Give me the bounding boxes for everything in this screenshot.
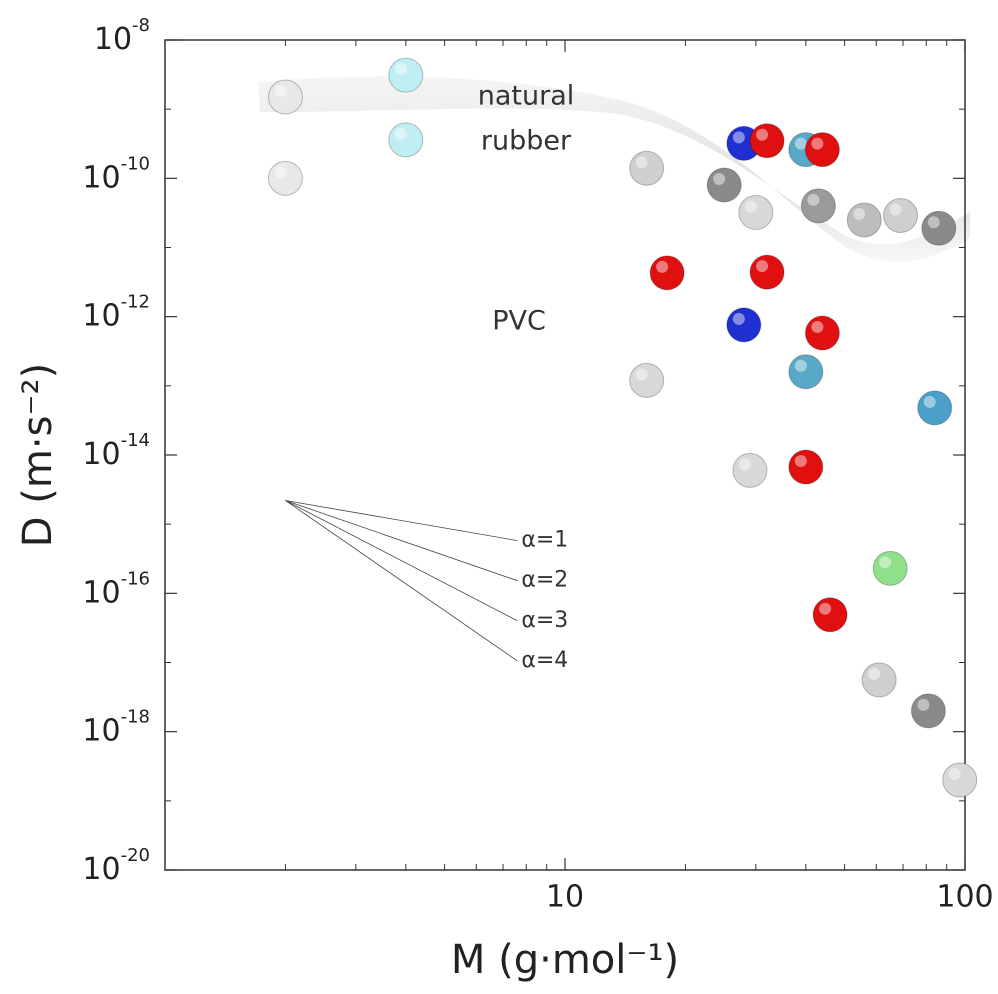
reference-line xyxy=(285,500,518,582)
x-tick-label: 10 xyxy=(546,880,584,915)
highlight xyxy=(635,368,648,381)
highlight xyxy=(811,321,824,334)
rubber-band xyxy=(258,76,970,262)
annotation: PVC xyxy=(492,306,546,337)
highlight xyxy=(807,193,820,206)
highlight xyxy=(756,260,769,273)
reference-label: α=2 xyxy=(521,568,568,593)
highlight xyxy=(853,207,866,220)
molecule-point xyxy=(267,160,303,196)
annotation: rubber xyxy=(481,126,572,157)
highlight xyxy=(948,768,961,781)
x-tick-label: 100 xyxy=(936,880,993,915)
molecule-point xyxy=(812,597,848,633)
reference-line xyxy=(285,500,518,622)
highlight xyxy=(927,216,940,229)
highlight xyxy=(635,156,648,169)
molecule-point xyxy=(910,693,946,729)
molecule-point xyxy=(942,762,978,798)
highlight xyxy=(879,556,892,569)
molecule-point xyxy=(629,150,665,186)
highlight xyxy=(738,458,751,471)
molecule-point xyxy=(800,188,836,224)
molecule-point xyxy=(861,662,897,698)
highlight xyxy=(744,200,757,213)
highlight xyxy=(811,137,824,150)
y-tick-label: 10-12 xyxy=(82,292,150,334)
y-tick-label: 10-18 xyxy=(82,707,150,749)
molecule-point xyxy=(846,202,882,238)
molecule-point xyxy=(749,123,785,159)
reference-label: α=4 xyxy=(521,648,568,673)
y-tick-label: 10-16 xyxy=(82,568,150,610)
y-tick-label: 10-20 xyxy=(82,845,150,887)
reference-line xyxy=(285,500,518,541)
highlight xyxy=(794,359,807,372)
highlight xyxy=(274,84,287,97)
molecule-point xyxy=(883,198,919,234)
highlight xyxy=(794,137,807,150)
molecule-point xyxy=(706,167,742,203)
highlight xyxy=(394,127,407,140)
molecule-point xyxy=(749,254,785,290)
highlight xyxy=(794,455,807,468)
highlight xyxy=(819,602,832,615)
highlight xyxy=(394,63,407,76)
molecule-point xyxy=(738,195,774,231)
highlight xyxy=(923,395,936,408)
molecule-point xyxy=(788,354,824,390)
molecule-point xyxy=(917,390,953,426)
reference-line xyxy=(285,500,518,662)
y-tick-label: 10-8 xyxy=(94,15,150,57)
molecule-point xyxy=(726,307,762,343)
reference-label: α=1 xyxy=(521,528,568,553)
molecule-point xyxy=(629,362,665,398)
highlight xyxy=(713,173,726,186)
highlight xyxy=(756,128,769,141)
highlight xyxy=(732,312,745,325)
molecule-point xyxy=(649,255,685,291)
molecule-point xyxy=(732,452,768,488)
highlight xyxy=(274,166,287,179)
highlight xyxy=(656,260,669,273)
molecule-point xyxy=(388,57,424,93)
annotation: natural xyxy=(478,81,575,112)
molecule-point xyxy=(388,122,424,158)
molecule-point xyxy=(804,132,840,168)
molecule-point xyxy=(788,449,824,485)
y-tick-label: 10-10 xyxy=(82,153,150,195)
highlight xyxy=(889,203,902,216)
molecule-point xyxy=(804,315,840,351)
x-axis-label: M (g·mol⁻¹) xyxy=(451,937,679,983)
highlight xyxy=(732,131,745,144)
reference-label: α=3 xyxy=(521,608,568,633)
molecule-point xyxy=(872,550,908,586)
highlight xyxy=(868,667,881,680)
molecule-point xyxy=(921,210,957,246)
y-axis-label: D (m·s⁻²) xyxy=(15,363,61,547)
molecule-point xyxy=(267,79,303,115)
highlight xyxy=(917,698,930,711)
y-tick-label: 10-14 xyxy=(82,430,150,472)
